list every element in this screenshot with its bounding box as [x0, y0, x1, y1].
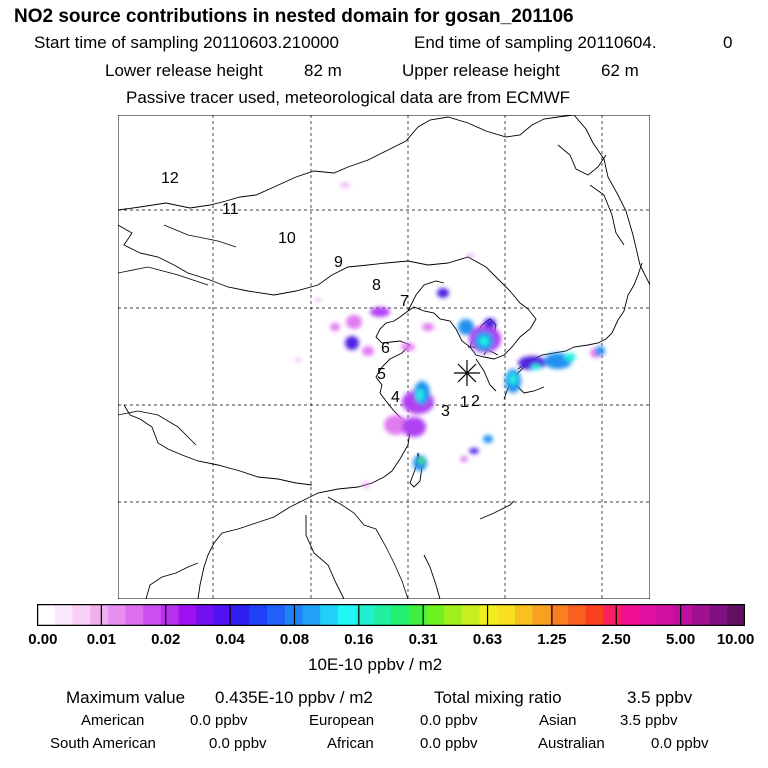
colorbar-swatch [514, 604, 534, 626]
colorbar-unit: 10E-10 ppbv / m2 [308, 655, 443, 674]
colorbar-swatch [656, 604, 675, 626]
colorbar-label: 0.04 [215, 631, 245, 648]
hour-label-7: 7 [400, 293, 409, 310]
colorbar-label: 0.31 [408, 631, 438, 648]
colorbar-label: 1.25 [537, 631, 567, 648]
region-name: European [309, 712, 375, 729]
hour-label-5: 5 [377, 366, 386, 383]
colorbar [37, 604, 745, 626]
region-name: American [81, 712, 145, 729]
colorbar-swatch [373, 604, 392, 626]
asterisk-icon [454, 360, 480, 386]
map-panel: 12 11 10 9 8 7 6 5 4 3 2 1 [118, 115, 650, 599]
colorbar-swatch [532, 604, 551, 626]
page-title: NO2 source contributions in nested domai… [14, 6, 574, 27]
colorbar-swatch [302, 604, 321, 626]
colorbar-swatch [54, 604, 73, 626]
colorbar-swatch [267, 604, 286, 626]
colorbar-label: 10.00 [716, 631, 755, 648]
colorbar-swatch [90, 604, 109, 626]
colorbar-label: 0.63 [472, 631, 503, 648]
colorbar-frame [37, 604, 745, 626]
region-value: 0.0 ppbv [209, 735, 267, 752]
colorbar-label: 0.01 [86, 631, 116, 648]
colorbar-label: 0.16 [344, 631, 374, 648]
hour-label-4: 4 [391, 389, 400, 406]
hour-label-2: 2 [471, 393, 480, 410]
hour-label-3: 3 [441, 403, 450, 420]
colorbar-swatch [550, 604, 569, 626]
colorbar-swatch [125, 604, 144, 626]
colorbar-swatch [585, 604, 604, 626]
region-name: Asian [539, 712, 577, 729]
hour-label-12: 12 [161, 170, 179, 187]
colorbar-label: 5.00 [666, 631, 696, 648]
colorbar-swatch [107, 604, 126, 626]
region-value: 3.5 ppbv [620, 712, 678, 729]
total-mixing-value: 3.5 ppbv [627, 688, 693, 707]
colorbar-label: 0.00 [28, 631, 58, 648]
region-value: 0.0 ppbv [420, 712, 478, 729]
hour-label-11: 11 [222, 201, 239, 218]
colorbar-swatch [143, 604, 162, 626]
colorbar-swatch [408, 604, 427, 626]
colorbar-swatch [621, 604, 640, 626]
lower-release-value: 82 m [304, 61, 342, 80]
max-value: 0.435E-10 ppbv / m2 [215, 688, 373, 707]
colorbar-swatch [391, 604, 410, 626]
colorbar-swatch [249, 604, 268, 626]
lower-release-label: Lower release height [105, 61, 263, 80]
region-name: African [327, 735, 374, 752]
hour-label-8: 8 [372, 277, 381, 294]
colorbar-swatch [37, 604, 56, 626]
colorbar-swatch [355, 604, 374, 626]
region-name: South American [50, 735, 156, 752]
hour-label-10: 10 [278, 230, 296, 247]
end-time-suffix: 0 [723, 33, 733, 52]
hour-label-9: 9 [334, 254, 343, 271]
colorbar-swatch [691, 604, 711, 626]
region-name: Australian [538, 735, 605, 752]
colorbar-swatch [603, 604, 622, 626]
borders [118, 224, 409, 599]
colorbar-swatch [497, 604, 516, 626]
colorbar-swatch [461, 604, 480, 626]
colorbar-swatch [196, 604, 215, 626]
colorbar-swatch [709, 604, 728, 626]
colorbar-swatch [231, 604, 250, 626]
upper-release-label: Upper release height [402, 61, 560, 80]
upper-release-value: 62 m [601, 61, 639, 80]
colorbar-swatch [160, 604, 180, 626]
colorbar-label: 2.50 [601, 631, 631, 648]
colorbar-swatch [727, 604, 745, 626]
plume-area [295, 182, 605, 488]
colorbar-swatch [568, 604, 587, 626]
end-time: End time of sampling 20110604. [414, 33, 657, 52]
tracer-note: Passive tracer used, meteorological data… [126, 88, 571, 107]
colorbar-swatch [214, 604, 233, 626]
colorbar-swatch [674, 604, 693, 626]
hour-label-6: 6 [381, 340, 390, 357]
colorbar-swatch [444, 604, 463, 626]
region-value: 0.0 ppbv [651, 735, 709, 752]
colorbar-swatch [638, 604, 657, 626]
colorbar-swatch [178, 604, 197, 626]
colorbar-label: 0.02 [151, 631, 181, 648]
colorbar-swatch [337, 604, 357, 626]
colorbar-swatch [72, 604, 91, 626]
region-value: 0.0 ppbv [420, 735, 478, 752]
start-time: Start time of sampling 20110603.210000 [34, 33, 339, 52]
max-value-label: Maximum value [66, 688, 186, 707]
total-mixing-label: Total mixing ratio [434, 688, 562, 707]
colorbar-swatch [479, 604, 498, 626]
region-value: 0.0 ppbv [190, 712, 248, 729]
colorbar-swatch [320, 604, 339, 626]
hour-label-1: 1 [460, 394, 469, 411]
colorbar-swatch [426, 604, 445, 626]
colorbar-label: 0.08 [279, 631, 310, 648]
